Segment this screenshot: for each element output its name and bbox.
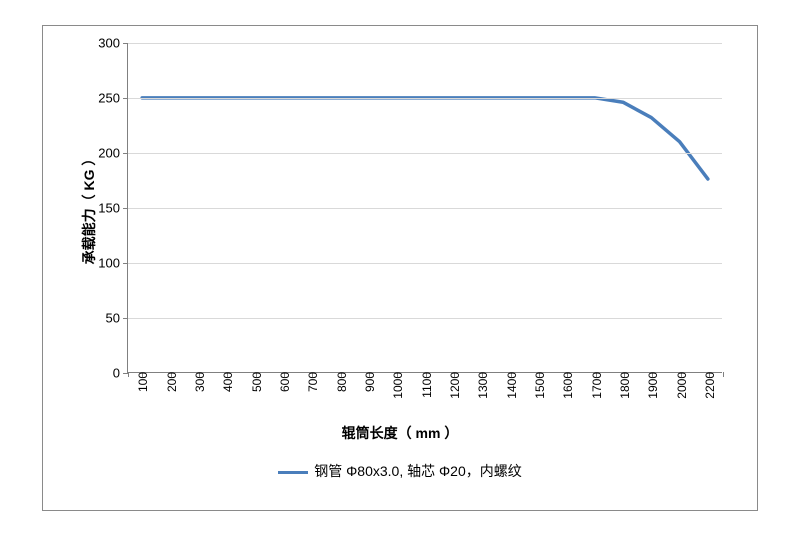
x-tick-label: 1100 [418,372,434,398]
y-tick-label: 50 [106,311,128,326]
x-tick-mark [723,372,724,377]
x-tick-label: 1600 [559,372,575,399]
y-tick-label: 150 [98,201,128,216]
y-tick-label: 100 [98,256,128,271]
y-tick-label: 200 [98,146,128,161]
x-tick-label: 800 [333,372,349,392]
x-tick-label: 500 [248,372,264,392]
x-tick-label: 1900 [644,372,660,399]
x-tick-label: 1000 [389,372,405,399]
x-tick-label: 1700 [588,372,604,399]
x-tick-label: 2200 [701,372,717,399]
x-tick-label: 400 [219,372,235,392]
grid-line [128,43,722,44]
chart-container: 承载能力（ KG ） 05010015020025030010020030040… [57,43,743,481]
plot-area: 0501001502002503001002003004005006007008… [127,43,722,373]
x-tick-label: 1400 [503,372,519,399]
x-tick-label: 300 [191,372,207,392]
x-tick-label: 100 [134,372,150,392]
x-tick-label: 2000 [673,372,689,399]
x-tick-label: 1800 [616,372,632,399]
x-tick-label: 1500 [531,372,547,399]
y-tick-label: 250 [98,91,128,106]
x-tick-label: 1200 [446,372,462,399]
legend-label: 钢管 Φ80x3.0, 轴芯 Φ20，内螺纹 [314,463,522,479]
chart-frame: 承载能力（ KG ） 05010015020025030010020030040… [42,25,758,511]
plot-wrapper: 承载能力（ KG ） 05010015020025030010020030040… [127,43,743,373]
x-axis-title: 辊筒长度（ mm ） [57,423,743,443]
x-tick-mark [128,372,129,377]
grid-line [128,318,722,319]
x-tick-label: 700 [304,372,320,392]
y-tick-label: 300 [98,36,128,51]
legend: 钢管 Φ80x3.0, 轴芯 Φ20，内螺纹 [57,461,743,481]
x-tick-label: 200 [163,372,179,392]
y-axis-title: 承载能力（ KG ） [79,152,99,265]
legend-line [278,471,308,475]
x-tick-label: 1300 [474,372,490,399]
x-tick-label: 900 [361,372,377,392]
grid-line [128,263,722,264]
grid-line [128,98,722,99]
grid-line [128,153,722,154]
x-tick-label: 600 [276,372,292,392]
grid-line [128,208,722,209]
series-path [142,98,708,179]
y-tick-label: 0 [113,366,128,381]
